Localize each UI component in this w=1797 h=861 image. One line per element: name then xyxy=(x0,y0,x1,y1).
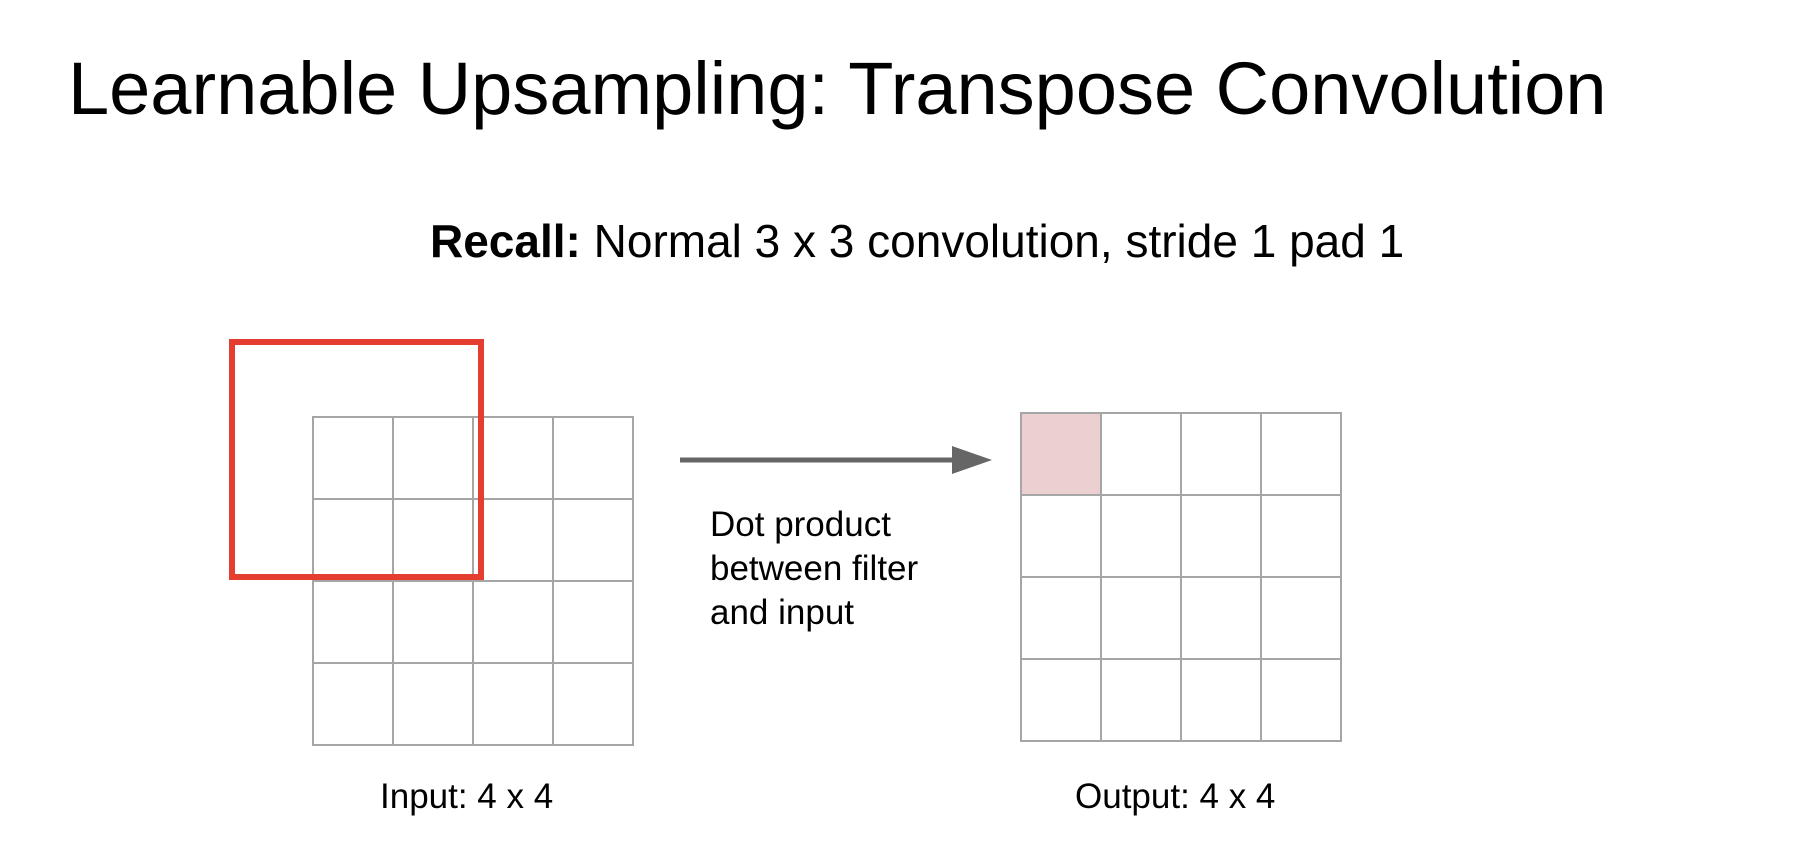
input-grid-cell xyxy=(314,582,394,664)
input-grid-cell xyxy=(394,664,474,746)
input-grid-cell xyxy=(474,418,554,500)
filter-window xyxy=(229,339,484,580)
output-grid-cell xyxy=(1182,578,1262,660)
output-grid-cell xyxy=(1182,414,1262,496)
output-grid-cell xyxy=(1102,414,1182,496)
input-grid-cell xyxy=(554,418,634,500)
input-grid-cell xyxy=(314,664,394,746)
output-grid-cell xyxy=(1102,496,1182,578)
output-grid-cell xyxy=(1022,660,1102,742)
output-grid-label: Output: 4 x 4 xyxy=(1075,777,1276,816)
subtitle-description: Normal 3 x 3 convolution, stride 1 pad 1 xyxy=(580,215,1405,267)
input-grid-cell xyxy=(394,418,474,500)
output-grid-cell xyxy=(1262,660,1342,742)
operation-label-line: and input xyxy=(710,593,855,632)
input-grid-label: Input: 4 x 4 xyxy=(380,777,554,816)
output-grid-cell xyxy=(1262,578,1342,660)
input-grid-cell xyxy=(314,500,394,582)
input-grid-cell xyxy=(394,500,474,582)
output-grid-cell xyxy=(1182,496,1262,578)
input-grid-cell xyxy=(394,582,474,664)
input-grid-cell xyxy=(314,418,394,500)
slide-title: Learnable Upsampling: Transpose Convolut… xyxy=(68,47,1607,130)
subtitle-recall-label: Recall: xyxy=(430,215,581,267)
input-grid-cell xyxy=(474,500,554,582)
arrow-right-icon xyxy=(680,446,992,474)
output-grid-cell xyxy=(1022,496,1102,578)
slide-subtitle: Recall: Normal 3 x 3 convolution, stride… xyxy=(430,218,1404,264)
input-grid-cell xyxy=(554,664,634,746)
arrow-head xyxy=(952,446,992,474)
output-grid-cell xyxy=(1022,578,1102,660)
input-grid-cell xyxy=(554,582,634,664)
output-grid-highlighted-cell xyxy=(1022,414,1102,496)
output-grid-cell xyxy=(1102,660,1182,742)
output-grid xyxy=(1020,412,1342,742)
input-grid-cell xyxy=(554,500,634,582)
input-grid-cell xyxy=(474,582,554,664)
input-grid xyxy=(312,416,634,746)
output-grid-cell xyxy=(1182,660,1262,742)
operation-label: Dot product between filter and input xyxy=(710,503,970,635)
output-grid-cell xyxy=(1262,414,1342,496)
operation-label-line: between filter xyxy=(710,549,919,588)
output-grid-cell xyxy=(1102,578,1182,660)
operation-label-line: Dot product xyxy=(710,505,891,544)
input-grid-cell xyxy=(474,664,554,746)
output-grid-cell xyxy=(1262,496,1342,578)
